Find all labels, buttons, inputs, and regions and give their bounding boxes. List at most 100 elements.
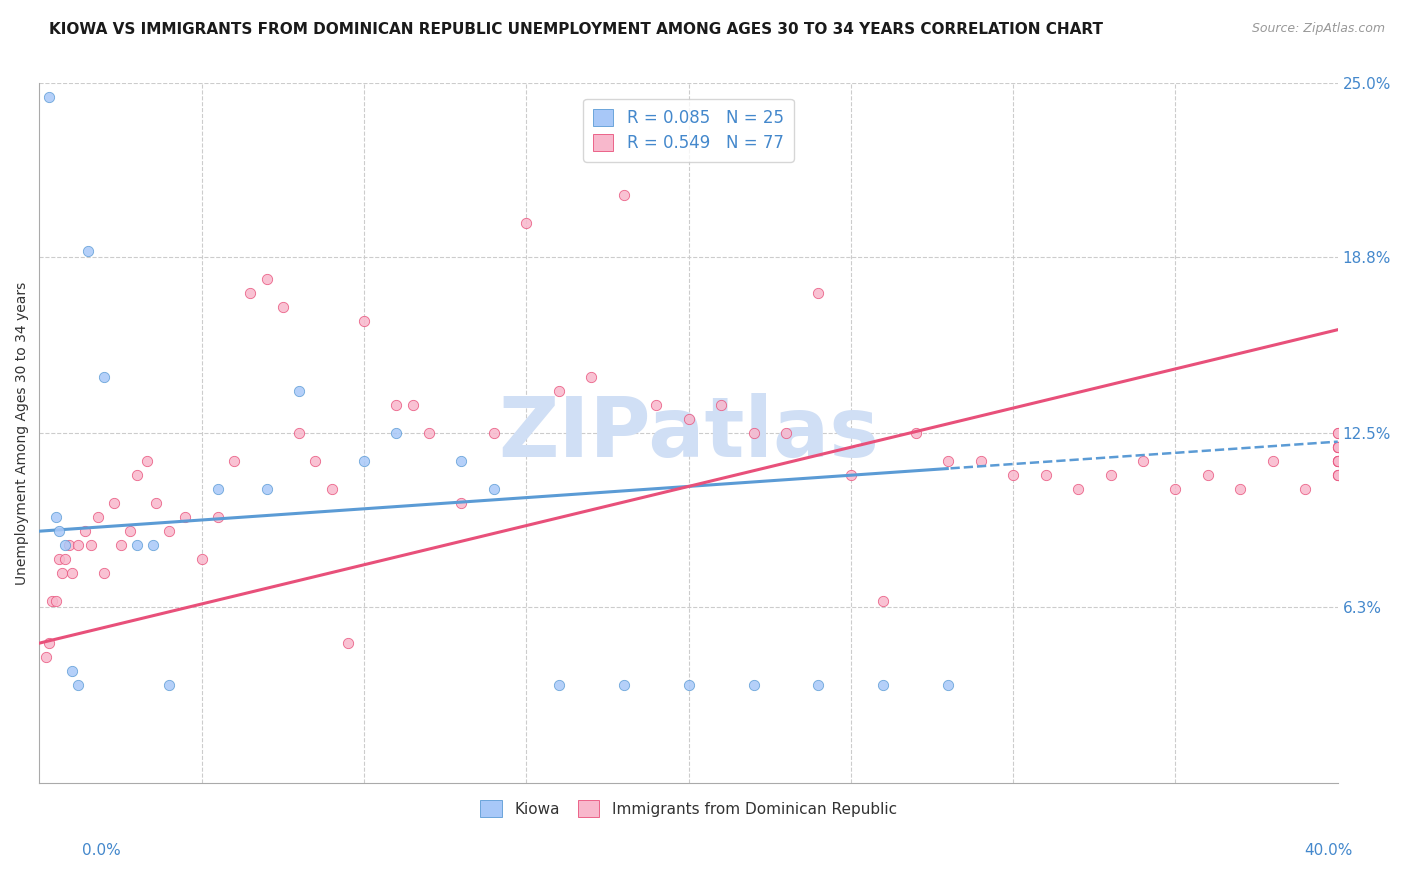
Point bbox=[207, 482, 229, 496]
Point bbox=[936, 678, 959, 692]
Point bbox=[1229, 482, 1251, 496]
Point bbox=[1326, 440, 1348, 454]
Text: KIOWA VS IMMIGRANTS FROM DOMINICAN REPUBLIC UNEMPLOYMENT AMONG AGES 30 TO 34 YEA: KIOWA VS IMMIGRANTS FROM DOMINICAN REPUB… bbox=[49, 22, 1104, 37]
Point bbox=[157, 524, 180, 538]
Point bbox=[385, 426, 408, 441]
Point bbox=[678, 678, 700, 692]
Point bbox=[80, 538, 103, 552]
Point bbox=[120, 524, 142, 538]
Point bbox=[174, 510, 197, 524]
Point bbox=[402, 398, 425, 412]
Point bbox=[1197, 468, 1219, 483]
Point bbox=[38, 90, 60, 104]
Point bbox=[45, 510, 67, 524]
Point bbox=[125, 538, 148, 552]
Point bbox=[547, 678, 569, 692]
Point bbox=[385, 398, 408, 412]
Point bbox=[775, 426, 797, 441]
Text: 0.0%: 0.0% bbox=[82, 843, 121, 858]
Point bbox=[60, 566, 83, 581]
Point bbox=[872, 678, 894, 692]
Point bbox=[48, 552, 70, 566]
Point bbox=[904, 426, 927, 441]
Point bbox=[1164, 482, 1187, 496]
Point bbox=[336, 636, 359, 650]
Point bbox=[271, 301, 294, 315]
Point bbox=[125, 468, 148, 483]
Point bbox=[60, 664, 83, 678]
Point bbox=[1326, 454, 1348, 468]
Point bbox=[645, 398, 668, 412]
Point bbox=[1132, 454, 1154, 468]
Point bbox=[190, 552, 212, 566]
Point bbox=[353, 314, 375, 328]
Point bbox=[1035, 468, 1057, 483]
Point bbox=[142, 538, 165, 552]
Text: 40.0%: 40.0% bbox=[1305, 843, 1353, 858]
Point bbox=[38, 636, 60, 650]
Point bbox=[1067, 482, 1090, 496]
Point bbox=[224, 454, 246, 468]
Point bbox=[1099, 468, 1122, 483]
Point bbox=[41, 594, 63, 608]
Point bbox=[55, 552, 77, 566]
Point bbox=[515, 216, 537, 230]
Point bbox=[936, 454, 959, 468]
Point bbox=[135, 454, 157, 468]
Point bbox=[58, 538, 80, 552]
Point bbox=[288, 426, 311, 441]
Point bbox=[1002, 468, 1025, 483]
Point bbox=[1326, 468, 1348, 483]
Point bbox=[67, 678, 90, 692]
Point bbox=[1326, 454, 1348, 468]
Legend: Kiowa, Immigrants from Dominican Republic: Kiowa, Immigrants from Dominican Republi… bbox=[472, 792, 904, 824]
Point bbox=[1294, 482, 1316, 496]
Point bbox=[807, 286, 830, 301]
Point bbox=[482, 426, 505, 441]
Point bbox=[77, 244, 100, 259]
Point bbox=[1326, 440, 1348, 454]
Point bbox=[35, 650, 58, 665]
Point bbox=[93, 566, 115, 581]
Point bbox=[613, 188, 636, 202]
Point bbox=[256, 482, 278, 496]
Point bbox=[418, 426, 440, 441]
Point bbox=[872, 594, 894, 608]
Point bbox=[1326, 426, 1348, 441]
Point bbox=[73, 524, 96, 538]
Point bbox=[1326, 440, 1348, 454]
Point bbox=[55, 538, 77, 552]
Point bbox=[1326, 440, 1348, 454]
Y-axis label: Unemployment Among Ages 30 to 34 years: Unemployment Among Ages 30 to 34 years bbox=[15, 282, 30, 585]
Point bbox=[1326, 468, 1348, 483]
Point bbox=[547, 384, 569, 399]
Point bbox=[157, 678, 180, 692]
Point bbox=[1326, 454, 1348, 468]
Point bbox=[1326, 426, 1348, 441]
Point bbox=[450, 454, 472, 468]
Point bbox=[67, 538, 90, 552]
Point bbox=[87, 510, 110, 524]
Point bbox=[482, 482, 505, 496]
Point bbox=[613, 678, 636, 692]
Point bbox=[579, 370, 602, 384]
Point bbox=[145, 496, 167, 510]
Point bbox=[103, 496, 125, 510]
Point bbox=[678, 412, 700, 426]
Point bbox=[304, 454, 326, 468]
Point bbox=[48, 524, 70, 538]
Point bbox=[45, 594, 67, 608]
Point bbox=[742, 678, 765, 692]
Point bbox=[1326, 454, 1348, 468]
Text: ZIPatlas: ZIPatlas bbox=[498, 392, 879, 474]
Point bbox=[839, 468, 862, 483]
Point bbox=[1326, 468, 1348, 483]
Point bbox=[256, 272, 278, 286]
Text: Source: ZipAtlas.com: Source: ZipAtlas.com bbox=[1251, 22, 1385, 36]
Point bbox=[321, 482, 343, 496]
Point bbox=[710, 398, 733, 412]
Point bbox=[207, 510, 229, 524]
Point bbox=[807, 678, 830, 692]
Point bbox=[742, 426, 765, 441]
Point bbox=[110, 538, 132, 552]
